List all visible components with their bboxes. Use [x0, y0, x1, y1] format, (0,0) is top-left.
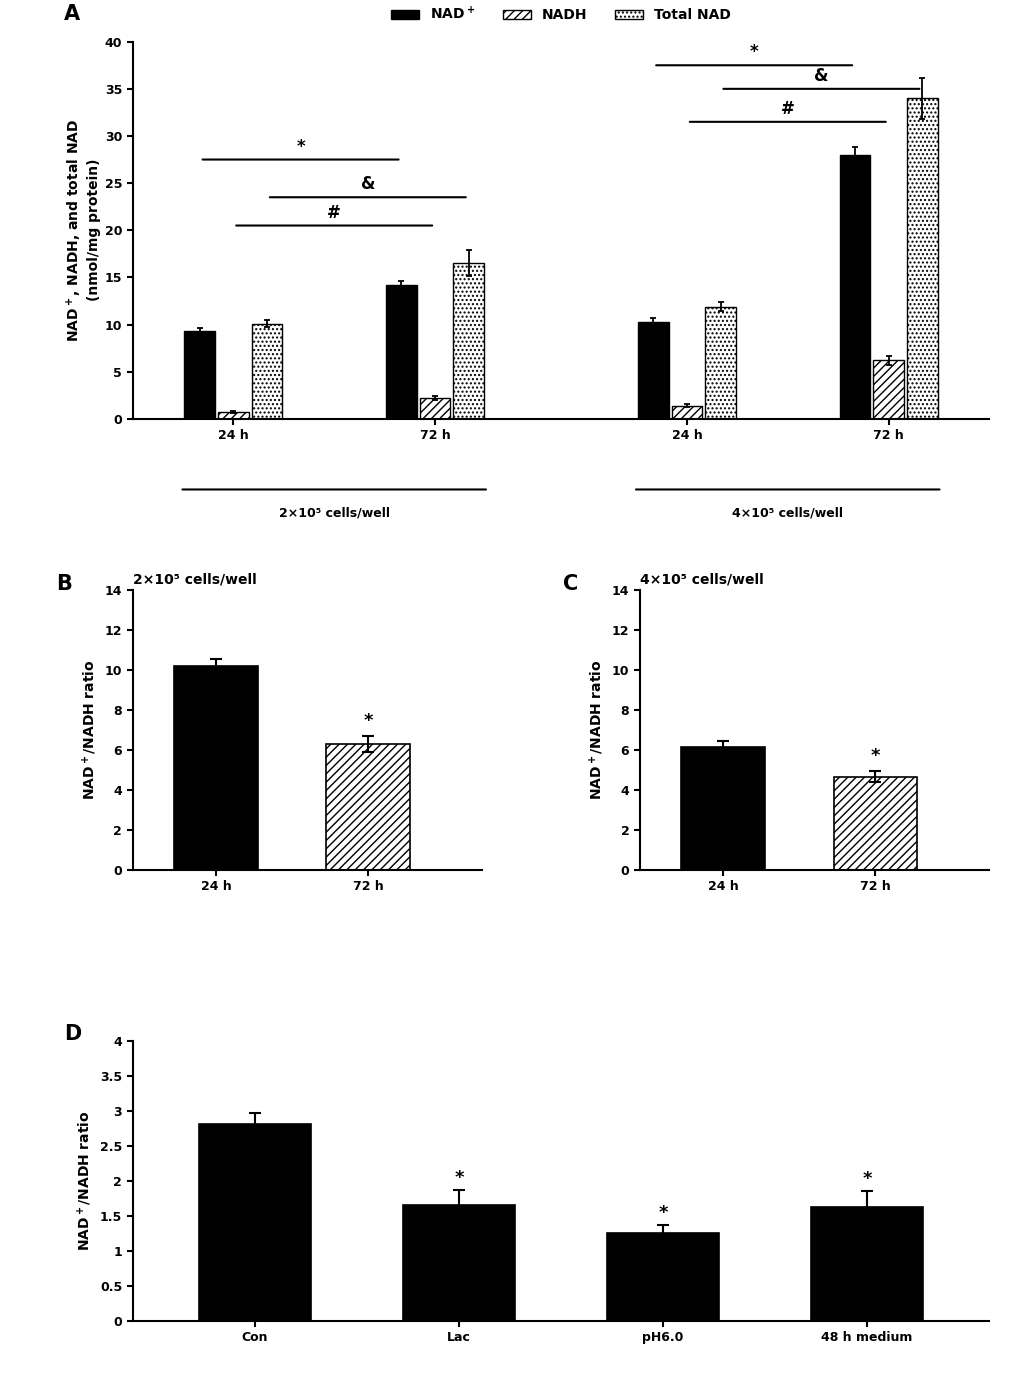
Y-axis label: NAD$^+$/NADH ratio: NAD$^+$/NADH ratio	[587, 660, 605, 801]
Bar	[637, 321, 668, 418]
Y-axis label: NAD$^+$, NADH, and total NAD
(nmol/mg protein): NAD$^+$, NADH, and total NAD (nmol/mg pr…	[65, 118, 101, 342]
Bar	[184, 331, 215, 418]
Text: *: *	[453, 1169, 464, 1187]
Text: *: *	[870, 748, 879, 766]
Bar	[906, 99, 936, 418]
Bar	[606, 1233, 718, 1320]
Text: *: *	[296, 138, 305, 156]
Text: D: D	[64, 1024, 82, 1044]
Bar	[671, 406, 702, 418]
Text: 2×10⁵ cells/well: 2×10⁵ cells/well	[278, 506, 389, 520]
Y-axis label: NAD$^+$/NADH ratio: NAD$^+$/NADH ratio	[76, 1111, 95, 1251]
Text: 2×10⁵ cells/well: 2×10⁵ cells/well	[132, 573, 256, 587]
Bar	[681, 746, 764, 870]
Text: *: *	[861, 1170, 871, 1188]
Bar	[174, 666, 258, 870]
Text: *: *	[749, 43, 758, 61]
Text: &: &	[813, 67, 827, 85]
Bar	[833, 777, 916, 870]
Bar	[872, 360, 903, 418]
Y-axis label: NAD$^+$/NADH ratio: NAD$^+$/NADH ratio	[81, 660, 99, 801]
Bar	[419, 398, 450, 418]
Bar	[385, 285, 417, 418]
Bar	[199, 1123, 311, 1320]
Bar	[704, 307, 736, 418]
Text: 4×10⁵ cells/well: 4×10⁵ cells/well	[732, 506, 843, 520]
Text: B: B	[56, 574, 71, 594]
Bar	[252, 324, 282, 418]
Text: &: &	[360, 175, 375, 193]
Text: #: #	[781, 100, 794, 118]
Legend: NAD$^+$, NADH, Total NAD: NAD$^+$, NADH, Total NAD	[385, 0, 736, 28]
Bar	[839, 154, 869, 418]
Text: #: #	[327, 204, 340, 222]
Text: 4×10⁵ cells/well: 4×10⁵ cells/well	[639, 573, 762, 587]
Text: C: C	[562, 574, 578, 594]
Text: *: *	[363, 713, 373, 730]
Bar	[218, 413, 249, 418]
Bar	[452, 263, 484, 418]
Bar	[403, 1205, 515, 1320]
Text: A: A	[64, 4, 81, 24]
Text: *: *	[657, 1204, 667, 1222]
Bar	[810, 1208, 922, 1320]
Bar	[326, 744, 410, 870]
